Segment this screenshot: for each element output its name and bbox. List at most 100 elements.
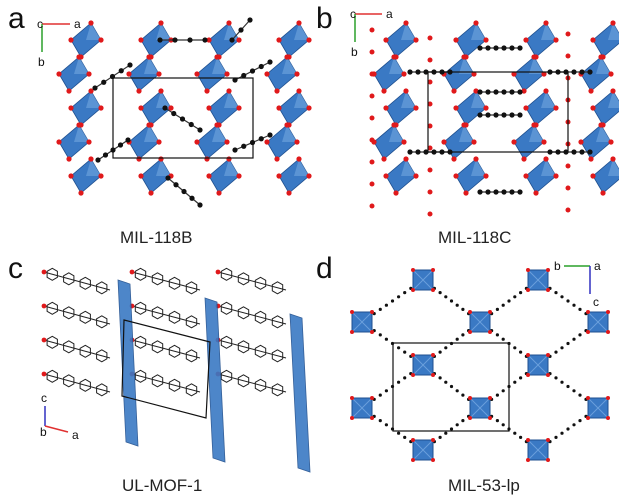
oxygen-atom (403, 88, 409, 94)
axis-c-label: c (593, 295, 599, 309)
carbon-atom (232, 77, 238, 83)
oxygen-atom (543, 20, 549, 26)
oxygen-atom (546, 268, 550, 272)
carbon-atom (249, 68, 256, 74)
carbon-atom (92, 85, 98, 91)
oxygen-atom (66, 156, 72, 162)
carbon-atom (415, 149, 421, 155)
oxygen-atom (306, 105, 312, 111)
oxygen-atom (610, 88, 616, 94)
oxygen-atom (194, 139, 200, 145)
oxygen-atom (427, 123, 433, 129)
aromatic-ring (254, 276, 267, 290)
oxygen-atom (608, 71, 614, 77)
oxygen-atom (126, 71, 132, 77)
carbon-atom (572, 389, 576, 393)
oxygen-atom (606, 330, 610, 334)
oxygen-atom (546, 458, 550, 462)
inorganic-slab (204, 297, 226, 463)
aromatic-ring (96, 383, 108, 397)
polyhedron-face (401, 91, 416, 108)
oxygen-atom (391, 122, 397, 128)
oxygen-atom (521, 88, 527, 94)
oxygen-atom (236, 37, 242, 43)
linker-bond (131, 339, 201, 359)
polyhedron-face (144, 57, 159, 74)
oxygen-atom (565, 185, 571, 191)
carbon-atom (495, 419, 499, 423)
polyhedron-face (529, 125, 544, 142)
oxygen-atom (206, 105, 212, 111)
oxygen-atom (86, 139, 92, 145)
node-edge (587, 397, 609, 419)
oxygen-atom (138, 173, 144, 179)
carbon-atom (501, 45, 507, 51)
carbon-atom (438, 291, 442, 295)
oxygen-atom (427, 189, 433, 195)
oxygen-atom (606, 416, 610, 420)
carbon-atom (238, 27, 244, 33)
oxygen-atom (226, 156, 232, 162)
carbon-atom (384, 423, 388, 427)
axis-c-label: c (350, 7, 356, 21)
oxygen-atom (156, 71, 162, 77)
oxygen-atom (236, 105, 242, 111)
oxygen-atom (453, 37, 459, 43)
carbon-atom (378, 419, 382, 423)
carbon-atom (587, 149, 593, 155)
carbon-atom (572, 303, 576, 307)
carbon-atom (403, 350, 407, 354)
carbon-atom (415, 69, 421, 75)
carbon-atom (517, 45, 523, 51)
oxygen-atom (224, 71, 230, 77)
oxygen-atom (427, 57, 433, 63)
oxygen-atom (296, 88, 302, 94)
panel-b: c a b b MIL-118C (310, 0, 619, 250)
polyhedron-face (224, 91, 239, 108)
carbon-atom (407, 69, 413, 75)
carbon-atom (519, 376, 523, 380)
unit-cell-box (427, 71, 569, 153)
carbon-atom (423, 149, 429, 155)
oxygen-atom (488, 416, 492, 420)
oxygen-atom (411, 288, 415, 292)
oxygen-atom (546, 373, 550, 377)
oxygen-atom (473, 88, 479, 94)
aromatic-ring (151, 374, 164, 388)
oxygen-atom (610, 20, 616, 26)
oxygen-atom (369, 93, 375, 99)
oxygen-atom (565, 163, 571, 169)
panel-caption: MIL-53-lp (448, 476, 520, 495)
axis-indicator: c b a (40, 391, 79, 442)
carbon-atom (566, 299, 570, 303)
oxygen-atom (369, 49, 375, 55)
oxygen-atom (523, 37, 529, 43)
polyhedron-face (282, 125, 297, 142)
oxygen-atom (78, 190, 84, 196)
node-edge (527, 439, 549, 461)
oxygen-atom (214, 54, 220, 60)
oxygen-atom (411, 353, 415, 357)
aromatic-ring (63, 374, 75, 388)
carbon-atom (162, 105, 168, 111)
axis-c-label: c (41, 391, 47, 405)
oxygen-atom (138, 37, 144, 43)
oxygen-atom (41, 303, 47, 309)
node-edge (351, 311, 373, 333)
carbon-atom (229, 37, 235, 43)
aromatic-ring (79, 344, 91, 358)
oxygen-atom (68, 173, 74, 179)
oxygen-atom (286, 190, 292, 196)
node-edge (351, 397, 373, 419)
aromatic-ring (46, 369, 58, 383)
oxygen-atom (451, 156, 457, 162)
carbon-atom (513, 295, 517, 299)
oxygen-atom (138, 105, 144, 111)
carbon-atom (384, 389, 388, 393)
carbon-atom (461, 333, 465, 337)
oxygen-atom (129, 269, 135, 275)
ul-mof-1-structure: c b a (40, 267, 311, 473)
oxygen-atom (86, 71, 92, 77)
oxygen-atom (586, 310, 590, 314)
node-edge (527, 354, 549, 376)
